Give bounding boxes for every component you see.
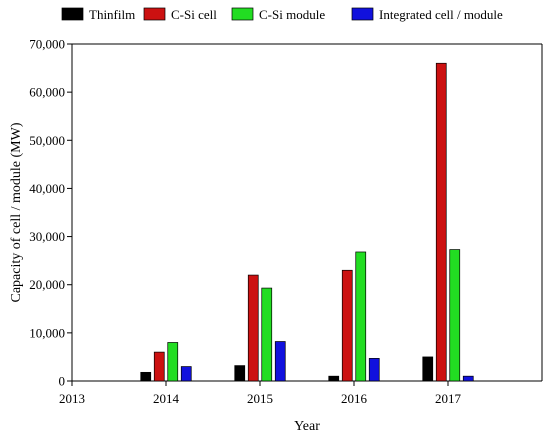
legend-swatch [61,7,84,21]
x-tick-label: 2014 [153,391,180,406]
axes [71,43,543,382]
bar-thinfilm-2014 [140,371,152,382]
bar-c-si-cell-2014 [153,351,165,382]
bar-c-si-module-2016 [355,251,367,382]
x-axis-title: Year [294,419,320,434]
y-tick-label: 70,000 [29,37,65,52]
bar-thinfilm-2015 [234,365,246,382]
bar-integrated-cell-module-2015 [274,341,286,382]
x-tick-label: 2017 [435,391,462,406]
bar-c-si-cell-2016 [341,269,353,382]
y-axis-title: Capacity of cell / module (MW) [9,122,24,302]
y-tick-label: 40,000 [29,181,65,196]
x-tick-label: 2016 [341,391,368,406]
bar-thinfilm-2017 [422,356,434,382]
legend: Thinfilm C-Si cell C-Si module Integrated c… [61,7,503,22]
bar-c-si-cell-2017 [435,62,447,382]
y-tick-label: 50,000 [29,133,65,148]
x-tick-label: 2015 [247,391,273,406]
bar-thinfilm-2016 [328,375,340,382]
bar-integrated-cell-module-2014 [180,366,192,382]
y-tick-label: 30,000 [29,229,65,244]
bar-c-si-cell-2015 [247,274,259,382]
y-tick-label: 10,000 [29,325,65,340]
bar-c-si-module-2017 [449,249,461,382]
legend-swatch [231,7,254,21]
bar-integrated-cell-module-2017 [462,375,474,382]
x-axis-ticks: 2013 2014 2015 2016 2017 [59,381,462,406]
bar-c-si-module-2014 [167,342,179,382]
y-tick-label: 20,000 [29,277,65,292]
y-tick-label: 0 [59,374,66,389]
x-tick-label: 2013 [59,391,85,406]
legend-swatch [351,7,374,21]
y-tick-label: 60,000 [29,85,65,100]
legend-label: Thinfilm [89,7,135,22]
bar-c-si-module-2015 [261,287,273,382]
legend-label: C-Si cell [171,7,217,22]
legend-label: C-Si module [259,7,325,22]
bars [140,62,474,382]
y-axis-ticks: 0 10,000 20,000 30,000 40,000 50,000 60,000 70,… [29,37,72,389]
bar-integrated-cell-module-2016 [368,358,380,382]
legend-swatch [143,7,166,21]
legend-label: Integrated cell / module [379,7,503,22]
